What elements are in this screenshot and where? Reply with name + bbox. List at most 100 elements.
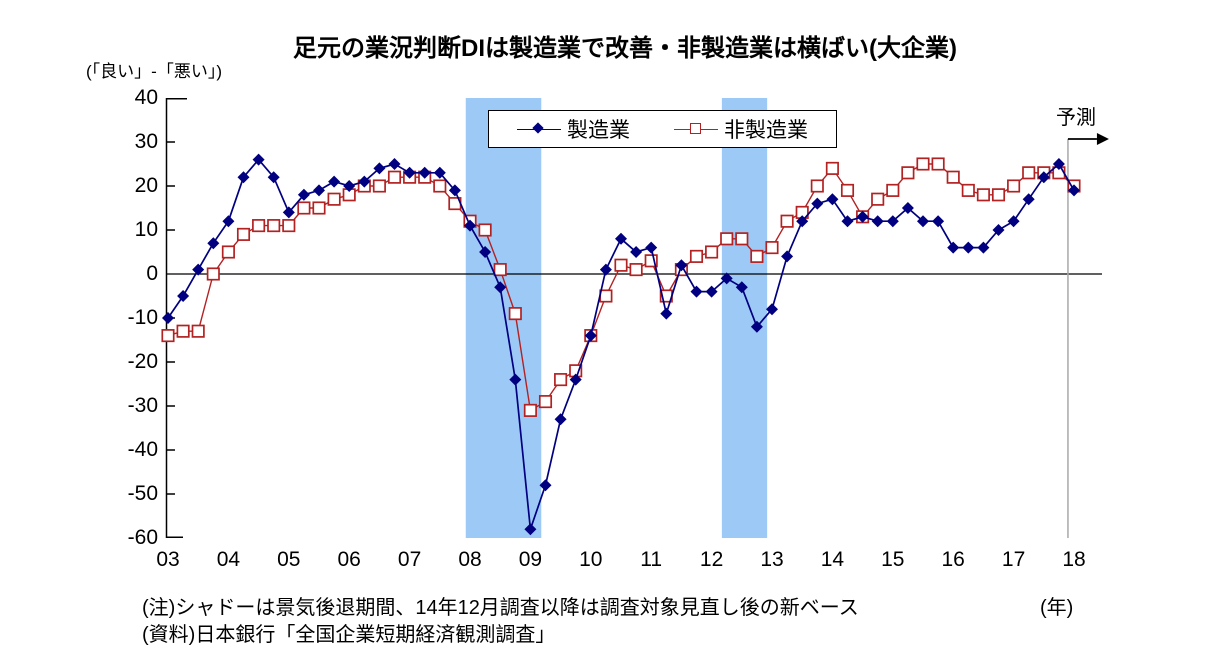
nonmanufacturing-point-marker — [886, 183, 900, 197]
manufacturing-point-marker — [162, 312, 174, 324]
manufacturing-point-marker — [464, 219, 476, 232]
x-year-label: 05 — [277, 548, 301, 571]
nonmanufacturing-point-marker — [901, 166, 915, 180]
manufacturing-point-marker — [539, 479, 552, 492]
manufacturing-point-marker — [962, 241, 975, 254]
chart-title: 足元の業況判断DIは製造業で改善・非製造業は横ばい(大企業) — [293, 35, 957, 62]
nonmanufacturing-point-marker — [810, 179, 824, 193]
nonmanufacturing-point-marker — [825, 161, 839, 175]
y-tick-label: -10 — [127, 306, 158, 329]
manufacturing-point-marker — [977, 241, 990, 254]
manufacturing-point-marker — [690, 285, 703, 298]
nonmanufacturing-series-line — [167, 163, 1075, 412]
manufacturing-point-marker — [599, 263, 612, 276]
manufacturing-point-marker — [856, 210, 869, 223]
legend-item-manufacturing: 製造業 — [517, 114, 630, 144]
nonmanufacturing-point-marker — [991, 188, 1006, 202]
y-tick-label: 20 — [134, 174, 158, 197]
nonmanufacturing-point-marker — [538, 395, 553, 409]
nonmanufacturing-point-marker — [1007, 179, 1021, 193]
nonmanufacturing-point-marker — [493, 263, 507, 277]
manufacturing-point-marker — [871, 215, 884, 228]
manufacturing-point-marker — [494, 281, 507, 294]
legend-label-nonmanufacturing: 非製造業 — [724, 119, 808, 142]
nonmanufacturing-point-marker — [689, 249, 704, 263]
manufacturing-series-line — [167, 158, 1075, 530]
legend-item-nonmanufacturing: 非製造業 — [674, 114, 808, 144]
nonmanufacturing-point-marker — [478, 223, 492, 237]
x-year-label: 07 — [397, 548, 422, 571]
nonmanufacturing-point-marker — [614, 258, 628, 272]
manufacturing-point-marker — [192, 263, 205, 276]
nonmanufacturing-point-marker — [161, 329, 175, 343]
manufacturing-point-marker — [811, 197, 824, 210]
nonmanufacturing-point-marker — [946, 170, 960, 184]
x-year-label: 15 — [881, 548, 905, 571]
y-axis-unit-label: (「良い」-「悪い」) — [86, 62, 222, 81]
x-year-label: 16 — [941, 548, 965, 571]
nonmanufacturing-point-marker — [720, 232, 734, 246]
nonmanufacturing-point-marker — [221, 245, 235, 259]
y-tick-label: 30 — [134, 130, 158, 153]
manufacturing-point-marker — [584, 329, 597, 342]
nonmanufacturing-point-marker — [508, 307, 522, 321]
nonmanufacturing-point-marker — [599, 289, 613, 303]
x-year-label: 04 — [216, 548, 241, 571]
x-year-label: 13 — [760, 548, 784, 571]
manufacturing-point-marker — [509, 373, 522, 386]
manufacturing-point-marker — [750, 320, 763, 333]
manufacturing-point-marker — [418, 166, 431, 179]
manufacturing-point-marker — [781, 250, 794, 263]
manufacturing-point-marker — [358, 175, 371, 188]
manufacturing-point-marker — [207, 237, 220, 250]
nonmanufacturing-point-marker — [297, 201, 311, 215]
nonmanufacturing-point-marker — [312, 201, 326, 215]
forecast-arrow-icon — [1096, 133, 1109, 145]
manufacturing-point-marker — [841, 215, 854, 228]
nonmanufacturing-point-marker — [916, 157, 930, 171]
manufacturing-point-marker — [826, 193, 839, 206]
manufacturing-point-marker — [222, 215, 235, 228]
manufacturing-point-marker — [901, 202, 914, 214]
nonmanufacturing-point-marker — [176, 324, 190, 338]
square-marker-icon — [690, 123, 701, 134]
x-year-label: 03 — [156, 548, 180, 571]
nonmanufacturing-point-marker — [765, 241, 779, 255]
manufacturing-point-marker — [705, 285, 718, 298]
nonmanufacturing-point-marker — [976, 188, 990, 202]
manufacturing-point-marker — [675, 259, 688, 272]
manufacturing-line-marker-icon — [517, 122, 561, 134]
nonmanufacturing-point-marker — [252, 219, 266, 233]
manufacturing-point-marker — [177, 290, 190, 302]
recession-band — [721, 98, 768, 538]
x-axis-unit-label: (年) — [1040, 597, 1074, 619]
y-tick-label: -50 — [127, 482, 158, 505]
y-tick-label: -40 — [127, 438, 158, 461]
nonmanufacturing-point-marker — [1022, 166, 1036, 180]
nonmanufacturing-point-marker — [372, 179, 386, 193]
manufacturing-point-marker — [524, 523, 537, 536]
manufacturing-point-marker — [252, 153, 265, 166]
manufacturing-point-marker — [886, 215, 899, 228]
y-tick-label: 40 — [134, 86, 158, 109]
y-tick-label: 0 — [146, 262, 158, 285]
nonmanufacturing-point-marker — [282, 219, 296, 233]
manufacturing-point-marker — [630, 246, 643, 258]
manufacturing-point-marker — [313, 184, 325, 197]
nonmanufacturing-point-marker — [735, 232, 749, 246]
nonmanufacturing-point-marker — [267, 219, 281, 233]
x-year-label: 17 — [1001, 548, 1026, 571]
manufacturing-point-marker — [766, 303, 778, 316]
manufacturing-point-marker — [645, 241, 658, 254]
manufacturing-point-marker — [1037, 171, 1050, 184]
nonmanufacturing-point-marker — [236, 227, 251, 241]
y-tick-label: 10 — [134, 218, 158, 241]
nonmanufacturing-point-marker — [750, 249, 764, 263]
nonmanufacturing-point-marker — [871, 192, 885, 206]
manufacturing-point-marker — [388, 158, 401, 170]
x-year-label: 10 — [579, 548, 603, 571]
manufacturing-point-marker — [267, 171, 280, 184]
nonmanufacturing-point-marker — [327, 192, 341, 206]
nonmanufacturing-point-marker — [206, 267, 220, 281]
note-source-line-2: (資料)日本銀行「全国企業短期経済観測調査」 — [142, 624, 556, 646]
